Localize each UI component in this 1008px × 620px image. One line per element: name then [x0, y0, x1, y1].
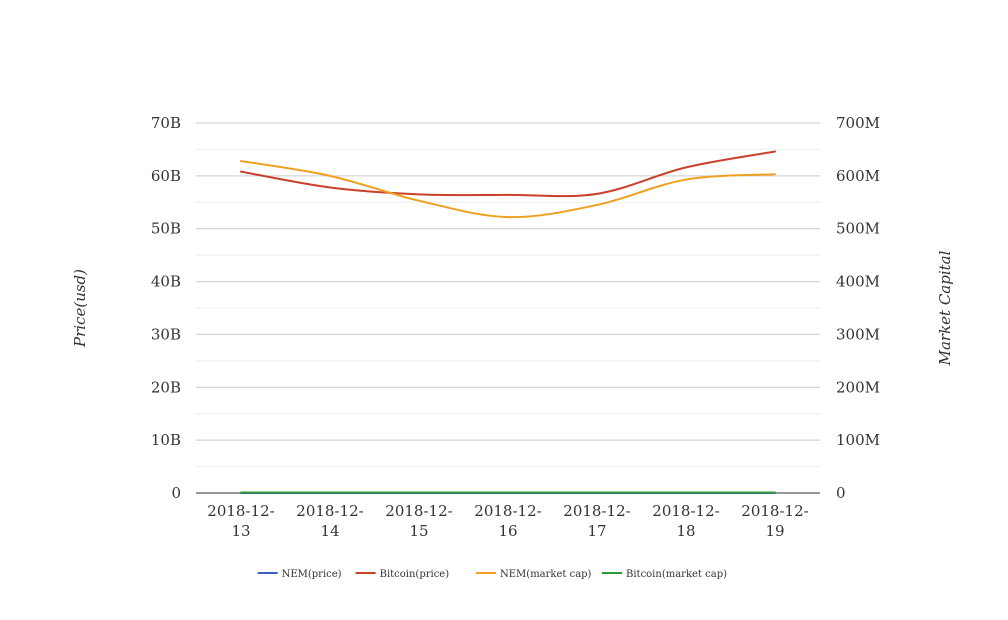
legend-item-nem-market-cap[interactable]: NEM(market cap): [476, 569, 592, 580]
legend-label: Bitcoin(market cap): [626, 569, 727, 580]
legend-item-bitcoin-market-cap[interactable]: Bitcoin(market cap): [602, 569, 727, 580]
x-axis-tick-label: 2018-12-17: [563, 502, 630, 540]
right-axis-tick-label: 0: [836, 484, 846, 502]
right-y-axis: 0 100M 200M 300M 400M 500M 600M 700M: [836, 114, 880, 502]
right-axis-tick-label: 700M: [836, 114, 880, 132]
x-axis-tick-label: 2018-12-19: [741, 502, 808, 540]
left-axis-tick-label: 0: [171, 484, 181, 502]
legend-label: Bitcoin(price): [380, 569, 450, 580]
legend-label: NEM(price): [282, 569, 342, 580]
gridlines: [196, 123, 820, 493]
left-axis-tick-label: 30B: [151, 325, 181, 343]
x-axis-tick-label: 2018-12-13: [207, 502, 274, 540]
right-axis-tick-label: 300M: [836, 325, 880, 343]
left-axis-tick-label: 50B: [151, 220, 181, 238]
series-line-nem-market-cap: [241, 161, 775, 217]
left-axis-tick-label: 20B: [151, 378, 181, 396]
x-axis: 2018-12-13 2018-12-14 2018-12-15 2018-12-16…: [207, 502, 808, 540]
legend-label: NEM(market cap): [500, 569, 592, 580]
right-axis-title: Market Capital: [936, 250, 954, 366]
x-axis-tick-label: 2018-12-15: [385, 502, 452, 540]
left-axis-title: Price(usd): [71, 269, 89, 348]
right-axis-tick-label: 200M: [836, 378, 880, 396]
left-axis-tick-label: 70B: [151, 114, 181, 132]
x-axis-tick-label: 2018-12-16: [474, 502, 541, 540]
left-y-axis: 0 10B 20B 30B 40B 50B 60B 70B: [151, 114, 181, 502]
left-axis-tick-label: 60B: [151, 167, 181, 185]
right-axis-tick-label: 400M: [836, 273, 880, 291]
legend-item-nem-price[interactable]: NEM(price): [258, 569, 342, 580]
left-axis-tick-label: 10B: [151, 431, 181, 449]
right-axis-tick-label: 100M: [836, 431, 880, 449]
right-axis-tick-label: 600M: [836, 167, 880, 185]
x-axis-tick-label: 2018-12-18: [652, 502, 719, 540]
legend-item-bitcoin-price[interactable]: Bitcoin(price): [356, 569, 450, 580]
right-axis-tick-label: 500M: [836, 220, 880, 238]
legend: NEM(price) Bitcoin(price) NEM(market cap) B…: [258, 569, 727, 580]
x-axis-tick-label: 2018-12-14: [296, 502, 363, 540]
left-axis-tick-label: 40B: [151, 273, 181, 291]
